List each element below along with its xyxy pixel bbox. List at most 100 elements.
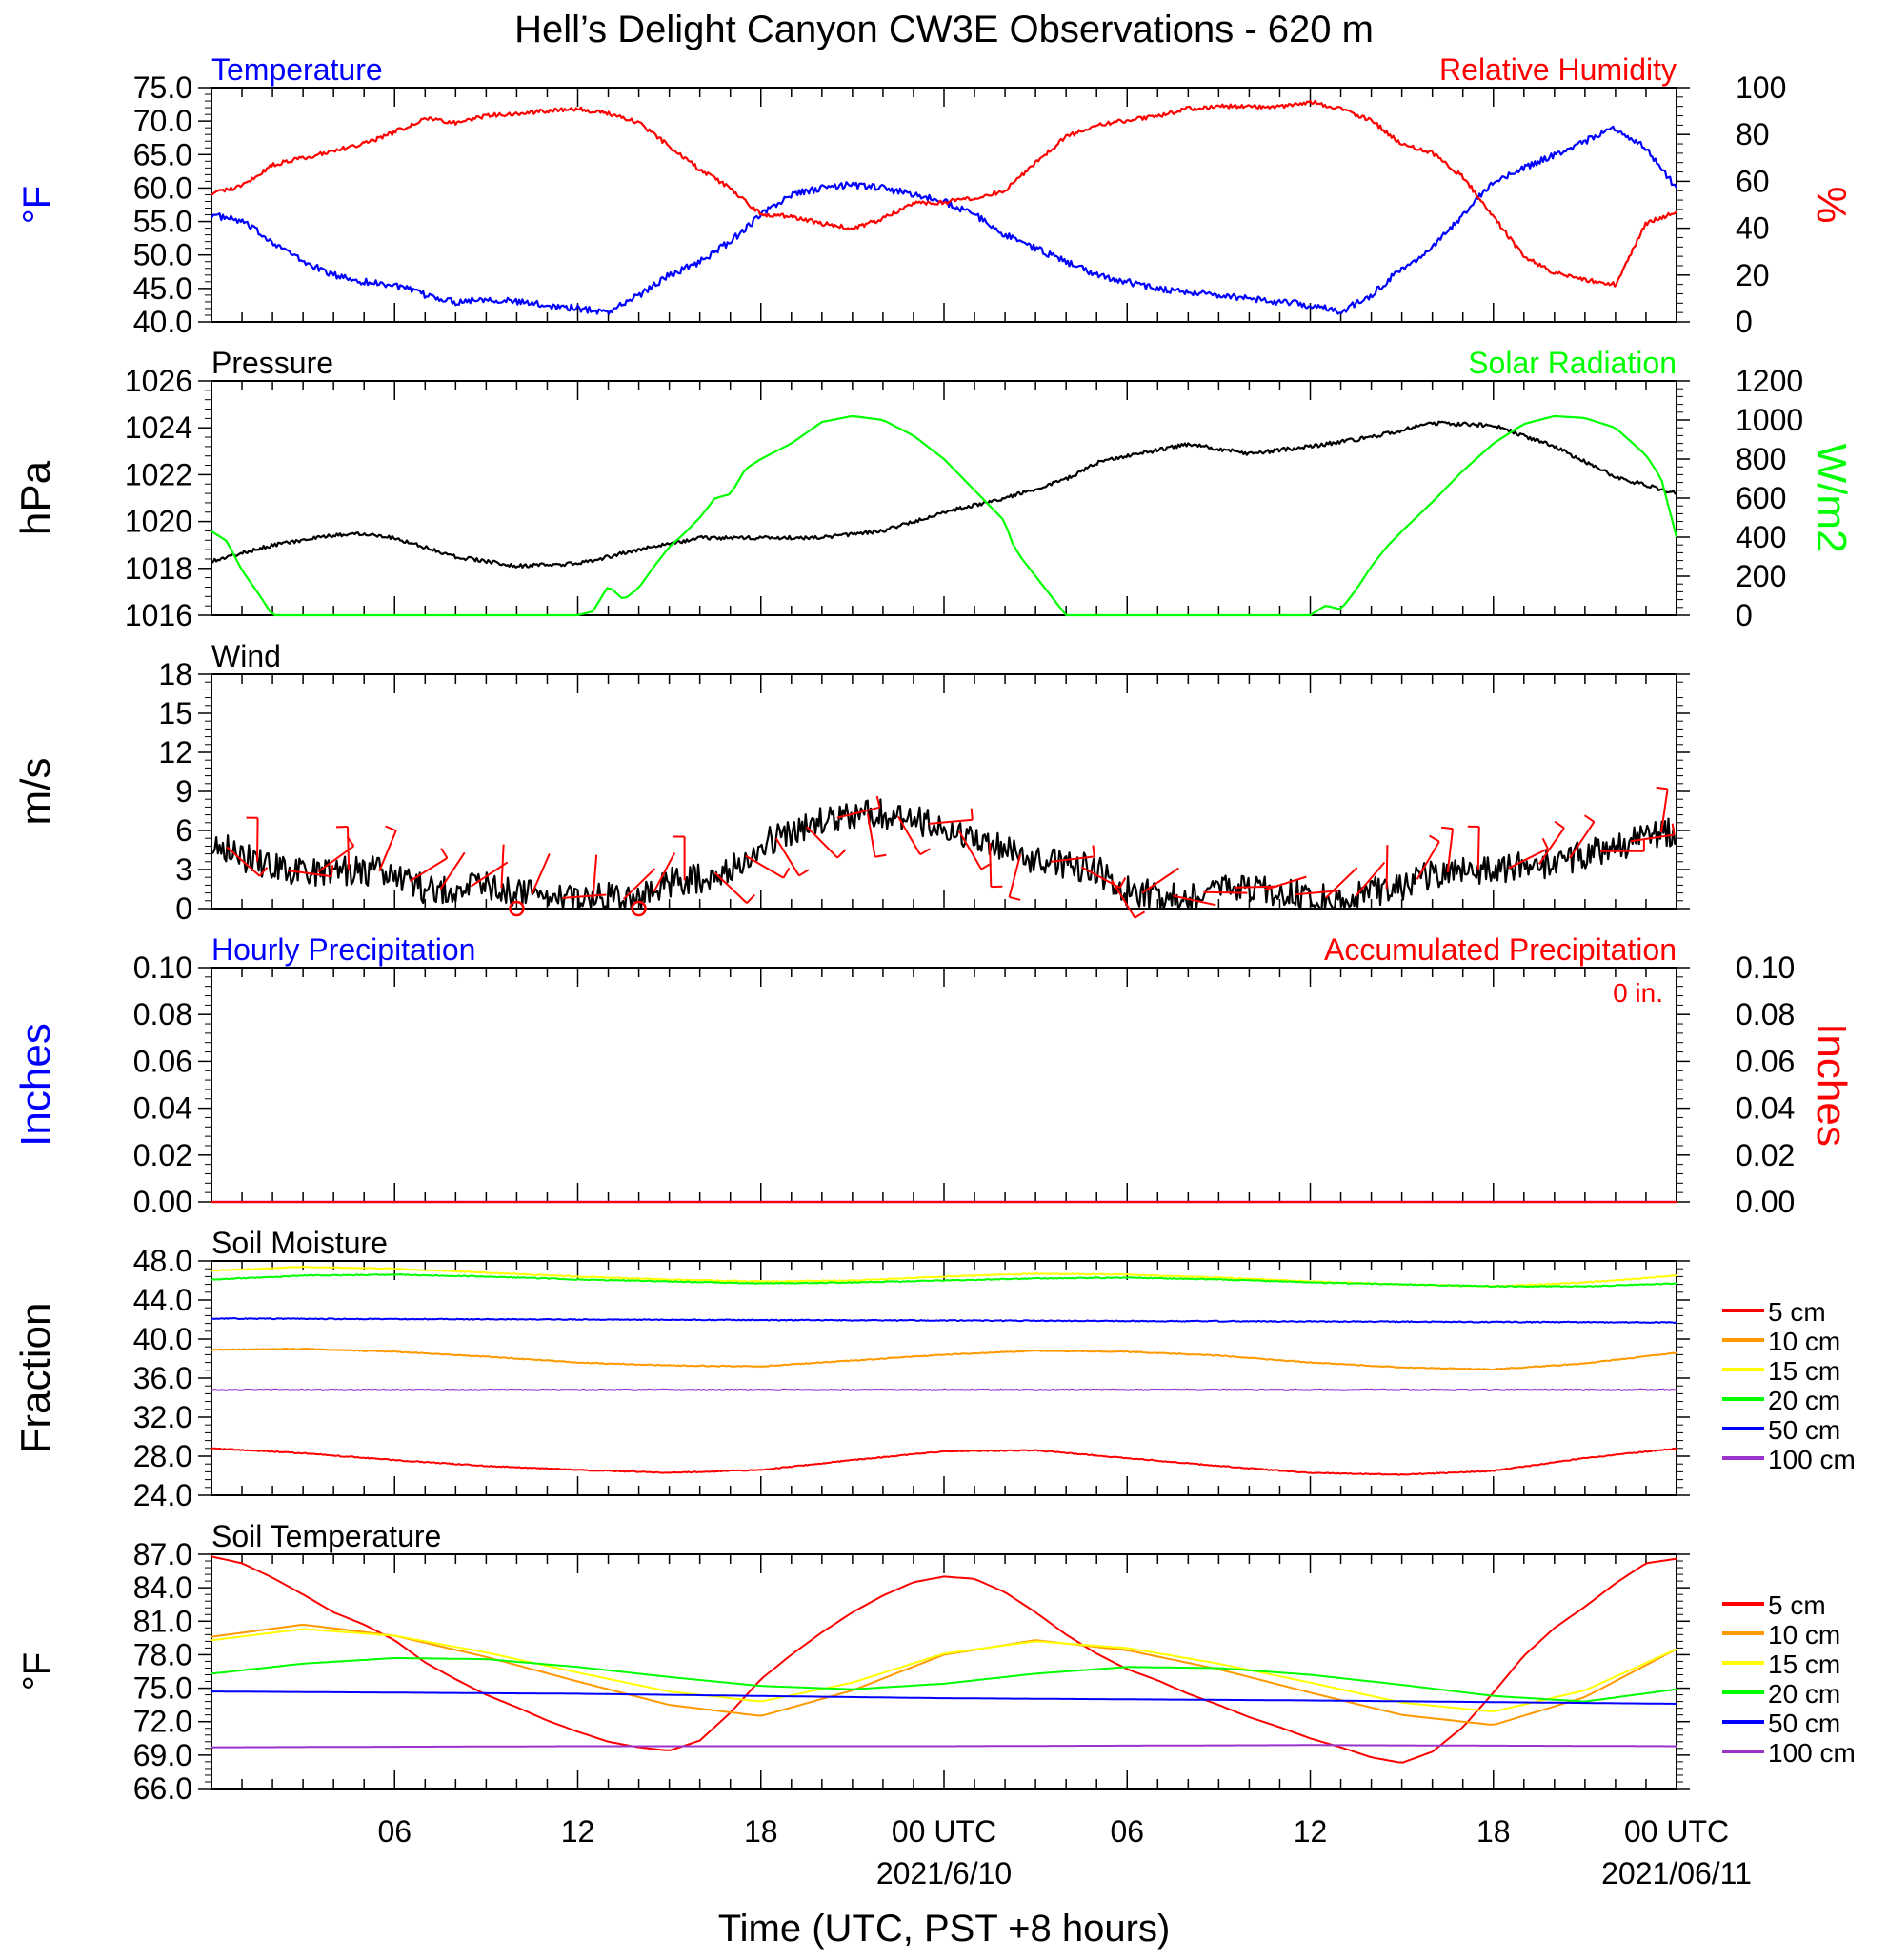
x-tick-label: 18 — [744, 1814, 778, 1849]
y-right-tick-label: 0.08 — [1736, 997, 1795, 1031]
panel-title-left: Pressure — [211, 346, 333, 380]
wind-barb-feather — [970, 808, 974, 820]
panel-precip: 0.00 0.02 0.04 0.06 0.08 0.10 0.00 0.02 0.04 0.06… — [12, 932, 1855, 1219]
legend-label: 10 cm — [1768, 1620, 1840, 1650]
wind-barb — [745, 854, 785, 879]
series-line-pressure — [211, 420, 1677, 569]
wind-barb — [1355, 861, 1386, 897]
wind-barb — [1234, 885, 1278, 889]
y-tick-label: 15 — [158, 696, 192, 730]
wind-barb — [836, 806, 880, 819]
y-tick-label: 75.0 — [133, 70, 192, 105]
y-tick-label: 1018 — [125, 551, 192, 586]
legend-label: 15 cm — [1768, 1650, 1840, 1679]
wind-barb — [531, 853, 551, 895]
series-line-relative-humidity — [211, 99, 1677, 288]
y-tick-label: 75.0 — [133, 1671, 192, 1706]
panel-annotation: 0 in. — [1613, 978, 1663, 1008]
series-line-20-cm — [211, 1657, 1677, 1703]
y-tick-label: 0.02 — [133, 1138, 192, 1172]
wind-barb — [1111, 879, 1136, 919]
wind-barb — [806, 826, 838, 859]
y-tick-label: 45.0 — [133, 271, 192, 306]
panels: 40.045.050.055.060.065.070.075.002040608… — [12, 52, 1856, 1806]
y-right-tick-label: 80 — [1736, 117, 1770, 151]
wind-barb — [1264, 875, 1307, 891]
wind-barb-feather — [836, 849, 847, 859]
wind-barb — [1173, 894, 1216, 907]
wind-barb — [1569, 821, 1596, 859]
wind-barb — [1537, 827, 1565, 865]
y-tick-label: 0.04 — [133, 1091, 192, 1126]
y-tick-label: 18 — [158, 657, 192, 691]
y-tick-label: 3 — [175, 852, 192, 887]
y-axis-label-left: Inches — [12, 1023, 59, 1147]
wind-barb — [256, 817, 259, 862]
wind-barb — [622, 868, 656, 900]
wind-barb — [562, 893, 607, 899]
panel-temp_rh: 40.045.050.055.060.065.070.075.0 0 20 40 60 8… — [16, 52, 1855, 339]
series-line-15-cm — [211, 1628, 1677, 1712]
y-right-tick-label: 0.10 — [1736, 950, 1795, 985]
wind-barb-feather — [1118, 877, 1127, 889]
legend-label: 20 cm — [1768, 1679, 1840, 1709]
y-tick-label: 48.0 — [133, 1244, 192, 1278]
y-right-tick-label: 0.02 — [1736, 1138, 1795, 1172]
panel-title-left: Hourly Precipitation — [211, 932, 475, 967]
wind-barb — [1446, 829, 1455, 872]
x-tick-label: 06 — [377, 1814, 412, 1849]
wind-barb — [500, 844, 505, 889]
y-axis-label-right: % — [1808, 186, 1855, 223]
y-tick-label: 87.0 — [133, 1537, 192, 1571]
y-tick-label: 9 — [175, 774, 192, 809]
y-axis-label-left: °F — [16, 1652, 58, 1690]
wind-barb-feather — [440, 848, 449, 859]
y-right-tick-label: 20 — [1736, 258, 1770, 292]
wind-barb-feather — [875, 795, 881, 808]
y-right-tick-label: 0 — [1736, 305, 1753, 339]
y-tick-label: 0 — [175, 891, 192, 926]
y-axis-label-left: °F — [16, 186, 58, 224]
y-right-tick-label: 0.06 — [1736, 1044, 1795, 1078]
wind-barb — [1051, 855, 1095, 863]
y-tick-label: 0.10 — [133, 950, 192, 985]
y-tick-label: 70.0 — [133, 104, 192, 138]
x-tick-label: 06 — [1110, 1814, 1144, 1849]
wind-barb-feather — [1429, 834, 1440, 843]
x-axis-label: Time (UTC, PST +8 hours) — [718, 1908, 1171, 1950]
y-tick-label: 44.0 — [133, 1283, 192, 1317]
wind-barb-feather — [258, 867, 269, 877]
panel-wind: 0 3 6 9 12 15 18 Wind m/s — [12, 639, 1690, 926]
wind-barb-feather — [782, 867, 791, 879]
wind-barb — [653, 852, 676, 892]
wind-barb — [346, 827, 351, 871]
wind-barb-feather — [1656, 786, 1668, 790]
legend-label: 50 cm — [1768, 1415, 1840, 1445]
panel-title-left: Temperature — [211, 52, 383, 87]
series-line-100-cm — [211, 1744, 1677, 1749]
y-tick-label: 1016 — [125, 598, 192, 632]
series-line-5-cm — [211, 1447, 1677, 1476]
legend-label: 100 cm — [1768, 1738, 1856, 1768]
wind-barb — [958, 830, 983, 870]
wind-barb — [226, 846, 261, 877]
wind-barb-feather — [874, 853, 887, 858]
y-tick-label: 72.0 — [133, 1705, 192, 1739]
wind-barb — [1416, 841, 1440, 880]
y-tick-label: 36.0 — [133, 1361, 192, 1395]
y-tick-label: 0.00 — [133, 1185, 192, 1219]
y-tick-label: 0.06 — [133, 1044, 192, 1078]
calm-wind-marker — [631, 900, 647, 917]
legend-label: 100 cm — [1768, 1445, 1856, 1474]
y-tick-label: 84.0 — [133, 1570, 192, 1605]
y-tick-label: 6 — [175, 813, 192, 848]
wind-barb — [378, 830, 397, 872]
y-right-tick-label: 200 — [1736, 559, 1786, 593]
y-tick-label: 1020 — [125, 505, 192, 539]
x-tick-label: 12 — [1294, 1814, 1328, 1849]
wind-barb — [866, 813, 876, 857]
y-axis-label-right: Inches — [1808, 1023, 1855, 1147]
legend-label: 10 cm — [1768, 1327, 1840, 1356]
wind-barb — [1476, 827, 1480, 871]
y-tick-label: 40.0 — [133, 1322, 192, 1356]
